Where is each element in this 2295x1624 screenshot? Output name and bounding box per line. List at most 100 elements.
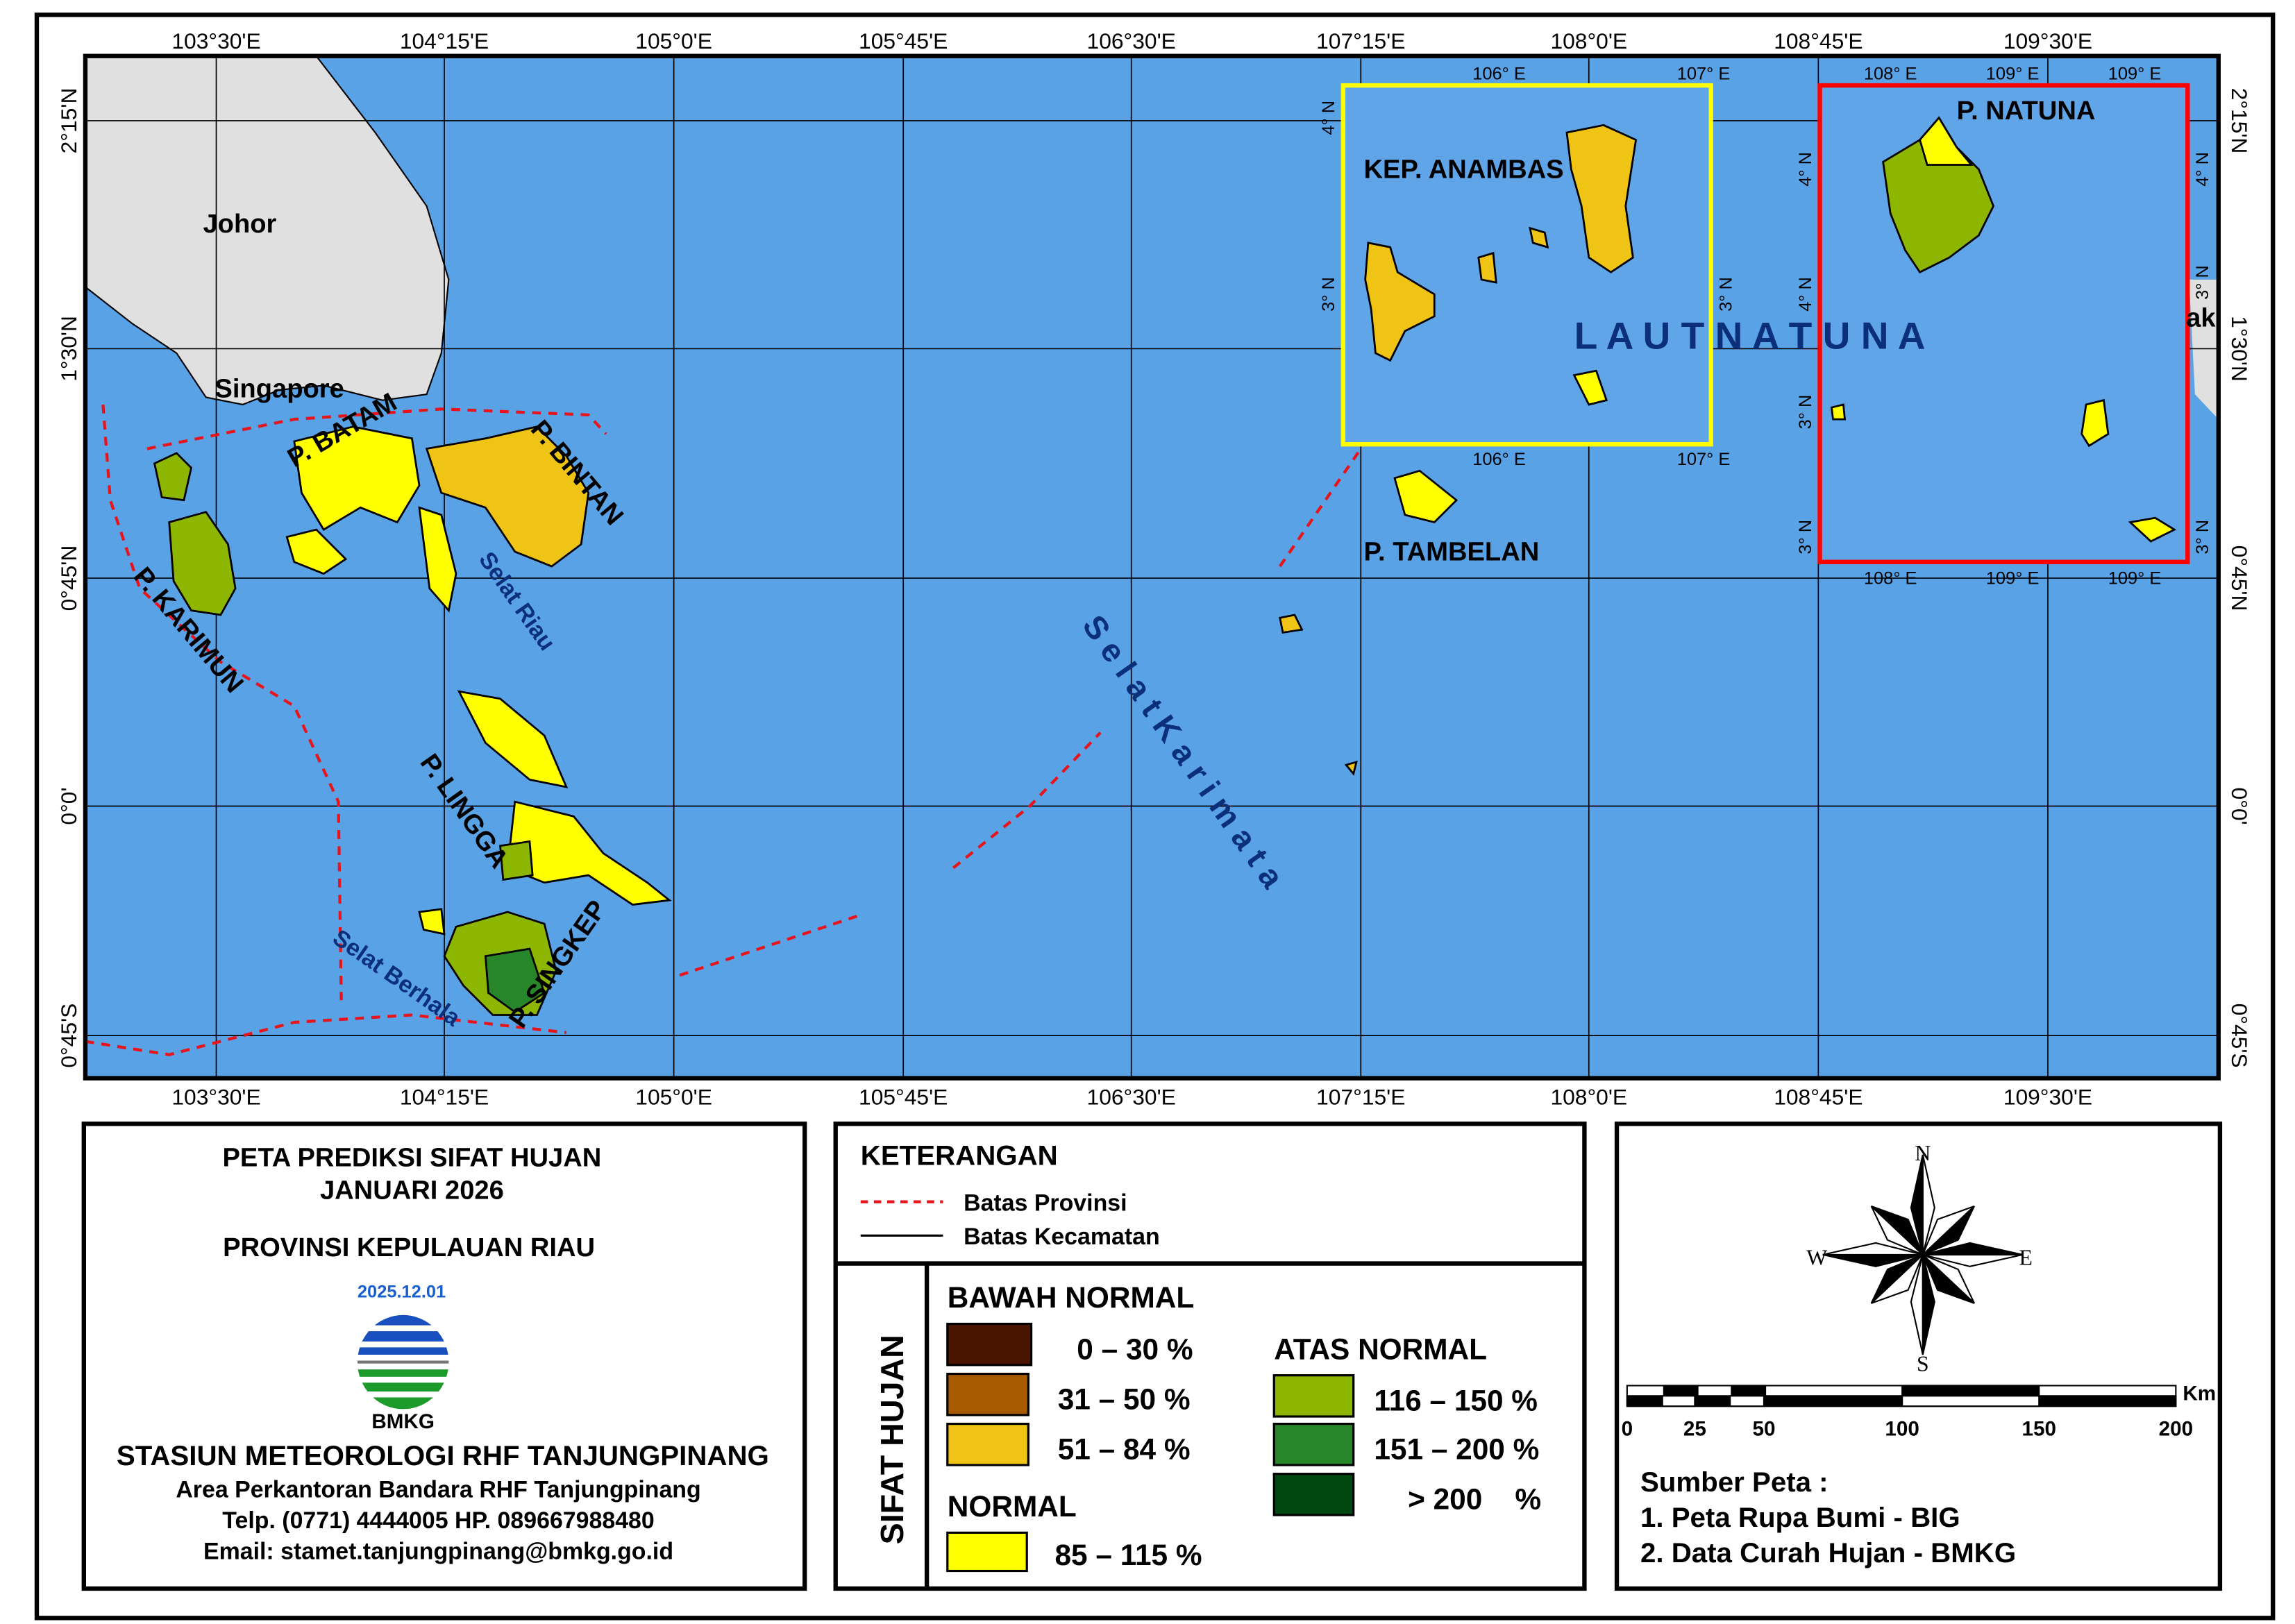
lat-label-left: 0°0' [56,787,81,824]
inset-anambas-lon-label: 106° E [1472,65,1526,84]
lon-label-bottom: 105°45'E [859,1085,948,1110]
inset-natuna-lat-label: 3° N [2193,265,2212,300]
sources-title: Sumber Peta : [1640,1466,1829,1498]
bmkg-logo-text: BMKG [371,1410,435,1433]
lat-label-right: 0°0' [2227,787,2252,824]
legend-item-label: 31 – 50 % [1058,1382,1191,1415]
inset-natuna-lon-label: 108° E [1864,65,1917,84]
outer-border [34,12,2276,1621]
inset-natuna-lon-label: 108° E [1864,569,1917,589]
scale-tick: 25 [1683,1418,1706,1441]
scale-tick: 50 [1752,1418,1775,1441]
scale-tick: 100 [1885,1418,1919,1441]
map-title: PETA PREDIKSI SIFAT HUJAN [222,1143,601,1173]
lon-label-bottom: 106°30'E [1087,1085,1176,1110]
legend-swatch [1272,1374,1355,1418]
group-title-atas-normal: ATAS NORMAL [1274,1333,1487,1365]
inset-natuna-lon-label: 109° E [1986,65,2040,84]
source-item: 1. Peta Rupa Bumi - BIG [1640,1502,1960,1533]
label-natuna: P. NATUNA [1957,96,2096,126]
compass-north: N [1915,1141,1931,1165]
lon-label-top: 109°30'E [2003,28,2092,53]
legend: KETERANGAN Batas Provinsi Batas Kecamata… [833,1122,1587,1591]
lon-label-bottom: 105°0'E [635,1085,712,1110]
compass-east: E [2019,1246,2032,1270]
scale-tick: 200 [2159,1418,2193,1441]
inset-anambas-lat-label: 3° N [1319,277,1338,312]
legend-swatch [1272,1473,1355,1516]
legend-swatch [946,1372,1029,1416]
province-border [85,404,1363,1056]
kalimantan-landmass [2189,279,2219,420]
map-info-panel: N E S W 0 25 50 100 150 200 Km Sumber Pe… [1614,1122,2223,1591]
lon-label-bottom: 104°15'E [400,1085,489,1110]
inset-anambas-lat-label: 4° N [1319,101,1338,135]
version-date: 2025.12.01 [358,1282,446,1301]
lon-label-top: 103°30'E [171,28,260,53]
title-block: PETA PREDIKSI SIFAT HUJAN JANUARI 2026 P… [81,1122,807,1591]
legend-item-label: > 200 % [1408,1483,1541,1516]
legend-line-label: Batas Provinsi [964,1190,1127,1216]
source-item: 2. Data Curah Hujan - BMKG [1640,1537,2016,1568]
inset-natuna-lon-label: 109° E [1986,569,2040,589]
lon-label-bottom: 108°45'E [1774,1085,1863,1110]
bmkg-logo: BMKG [357,1314,449,1433]
legend-item-label: 151 – 200 % [1374,1432,1539,1465]
legend-swatch [1272,1423,1355,1466]
legend-side-title: SIFAT HUJAN [874,1335,910,1544]
lon-label-bottom: 109°30'E [2003,1085,2092,1110]
compass-west: W [1806,1246,1827,1270]
station-address: Area Perkantoran Bandara RHF Tanjungpina… [176,1477,700,1503]
group-title-normal: NORMAL [948,1490,1077,1523]
label-anambas: KEP. ANAMBAS [1364,155,1564,185]
legend-swatch [946,1423,1029,1466]
legend-title: KETERANGAN [861,1140,1058,1172]
lat-label-right: 1°30'N [2227,316,2252,382]
inset-anambas-lon-label: 107° E [1677,450,1731,469]
lon-label-bottom: 103°30'E [171,1085,260,1110]
lon-label-top: 105°45'E [859,28,948,53]
legend-line-label: Batas Kecamatan [964,1224,1160,1250]
lat-label-left: 0°45'N [56,545,81,611]
johor-landmass [85,56,450,406]
station-email: Email: stamet.tanjungpinang@bmkg.go.id [203,1539,673,1565]
legend-item-label: 51 – 84 % [1058,1432,1191,1465]
legend-item-label: 0 – 30 % [1077,1333,1193,1365]
compass-south: S [1917,1351,1929,1376]
lon-label-top: 108°45'E [1774,28,1863,53]
islands [153,425,1458,1016]
inset-natuna-lat-label: 3° N [1796,520,1815,555]
inset-natuna-lat-label: 3° N [2193,520,2212,555]
station-name: STASIUN METEOROLOGI RHF TANJUNGPINANG [117,1440,769,1471]
lon-label-top: 108°0'E [1550,28,1627,53]
map-period: JANUARI 2026 [320,1175,504,1205]
lon-label-bottom: 107°15'E [1316,1085,1405,1110]
inset-anambas-lat-label: 3° N [1716,277,1735,312]
inset-anambas [1340,83,1713,447]
legend-item-label: 85 – 115 % [1054,1539,1202,1571]
label-tambelan: P. TAMBELAN [1364,537,1540,567]
label-laut-natuna: L A U T N A T U N A [1574,314,1926,357]
legend-swatch [946,1322,1033,1367]
label-singapore: Singapore [215,373,344,403]
main-map: 103°30'E 104°15'E 105°0'E 105°45'E 106°3… [56,28,2252,1110]
province-name: PROVINSI KEPULAUAN RIAU [223,1233,595,1262]
legend-item-label: 116 – 150 % [1374,1385,1538,1417]
label-johor: Johor [203,209,276,239]
lon-label-top: 106°30'E [1087,28,1176,53]
lat-label-right: 0°45'S [2227,1004,2252,1068]
lat-label-left: 0°45'S [56,1004,81,1068]
lat-label-left: 2°15'N [56,88,81,154]
inset-natuna-lat-label: 4° N [1796,152,1815,187]
inset-natuna-lat-label: 4° N [2193,152,2212,187]
inset-natuna-lat-label: 4° N [1796,277,1815,312]
inset-natuna [1817,83,2190,564]
compass-rose-icon [1822,1154,2024,1355]
lat-label-right: 2°15'N [2227,88,2252,154]
lon-label-top: 107°15'E [1316,28,1405,53]
inset-natuna-lon-label: 109° E [2108,569,2162,589]
lon-label-bottom: 108°0'E [1550,1085,1627,1110]
lon-label-top: 104°15'E [400,28,489,53]
legend-swatch [946,1531,1028,1573]
